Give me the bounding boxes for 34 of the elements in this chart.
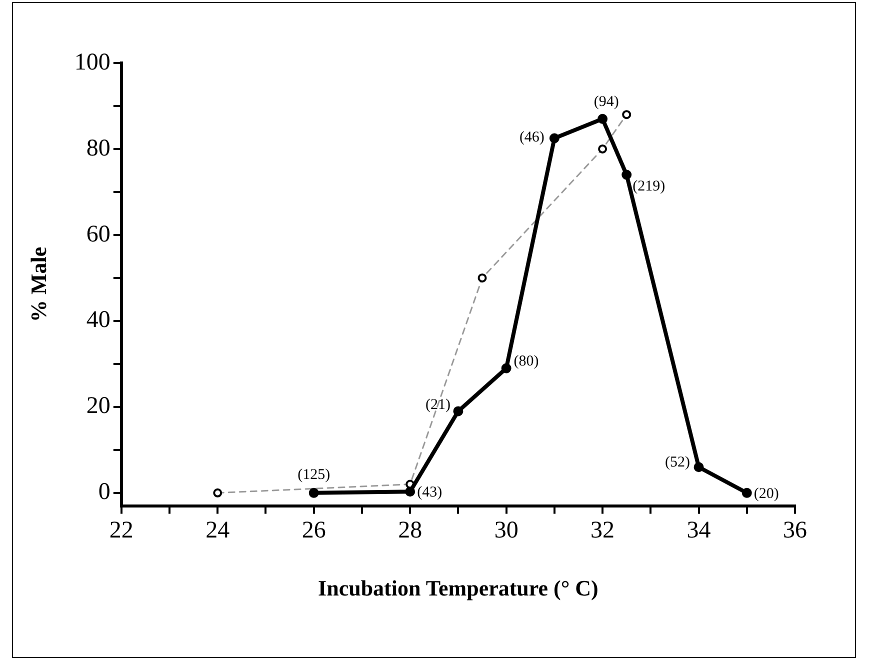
y-tick-label: 40: [86, 307, 110, 334]
point: [598, 114, 608, 124]
point: [622, 170, 632, 180]
x-axis-title: Incubation Temperature (° C): [318, 575, 598, 600]
annotation: (52): [664, 454, 690, 470]
y-tick-label: 80: [86, 135, 110, 162]
point: [308, 488, 319, 498]
annotation: (94): [594, 94, 619, 110]
y-tick-label: 60: [86, 221, 110, 248]
point: [453, 406, 464, 416]
y-tick-label: 100: [74, 49, 110, 76]
x-tick-label: 26: [302, 517, 326, 544]
point: [405, 486, 416, 497]
x-tick-label: 28: [398, 517, 422, 544]
x-tick-label: 22: [109, 517, 134, 544]
x-tick-label: 30: [494, 517, 518, 544]
annotation: (46): [519, 130, 544, 146]
point: [501, 363, 512, 374]
y-tick-label: 20: [86, 393, 110, 420]
annotation: (43): [417, 484, 442, 501]
point: [742, 488, 752, 498]
annotation: (21): [425, 396, 450, 413]
y-tick-label: 0: [98, 479, 110, 506]
annotation: (80): [514, 354, 539, 370]
x-tick-label: 36: [783, 517, 807, 544]
point: [549, 133, 560, 144]
x-tick-label: 32: [590, 517, 615, 544]
annotation: (20): [754, 486, 779, 502]
x-tick-label: 34: [686, 517, 711, 544]
x-tick-label: 24: [206, 517, 230, 544]
annotation: (125): [298, 466, 330, 483]
annotation: (219): [632, 178, 666, 195]
y-axis-title: % Male: [26, 246, 51, 322]
point: [694, 462, 704, 472]
